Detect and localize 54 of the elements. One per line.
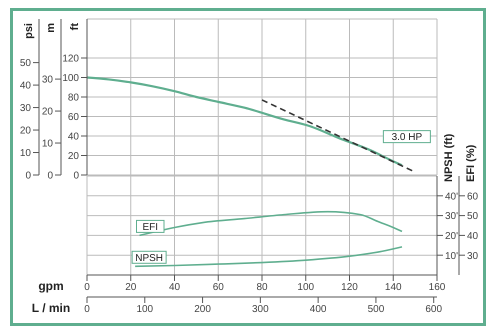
- x-tick-label: 60: [212, 282, 224, 294]
- y-tick-label: 120: [62, 54, 80, 65]
- y2-tick-label: 40: [467, 230, 479, 242]
- x2-tick-label: 400: [310, 304, 327, 316]
- y2-tick-label: 50: [467, 211, 479, 222]
- y2-tick-label: 60: [467, 191, 479, 202]
- y-tick-label: 20: [68, 151, 80, 162]
- x-tick-label: 100: [297, 282, 315, 294]
- y-tick-label: 40': [445, 191, 458, 202]
- y3-tick-label: 0: [25, 170, 32, 182]
- y3-axis-title: psi: [23, 23, 35, 39]
- x2-tick-label: 100: [136, 304, 154, 316]
- x2-tick-label: 300: [252, 304, 270, 316]
- x-axis-title: gpm: [38, 279, 64, 293]
- line-series: [87, 76, 404, 166]
- y3-tick-label: 30: [20, 103, 32, 114]
- y3-tick-label: 40: [20, 80, 32, 92]
- y3-tick-label: 10: [20, 148, 32, 160]
- y-tick-label: 20': [445, 230, 458, 242]
- y-tick-label: 30': [445, 211, 458, 222]
- line-series: [138, 210, 403, 236]
- y3-tick-label: 20: [20, 126, 32, 137]
- y2-axis-title: m: [45, 22, 57, 33]
- y2-axis-title: EFI (%): [465, 144, 477, 182]
- series-label: NPSH: [135, 252, 164, 264]
- y-tick-label: 80: [68, 92, 80, 104]
- y-axis-title: NPSH (ft): [443, 133, 455, 182]
- x-tick-label: 140: [384, 282, 402, 294]
- x2-tick-label: 600: [425, 304, 442, 316]
- y2-tick-label: 20: [42, 106, 54, 118]
- x-tick-label: 20: [125, 282, 137, 294]
- y-tick-label: 10': [445, 250, 458, 262]
- y-tick-label: 40: [68, 132, 80, 143]
- y2-tick-label: 10: [42, 138, 54, 150]
- x2-tick-label: 500: [368, 304, 385, 316]
- x2-axis-title: L / min: [32, 301, 70, 315]
- y-tick-label: 60: [68, 112, 80, 124]
- x-tick-label: 160: [428, 282, 446, 294]
- line-series: [134, 246, 403, 268]
- series-label: 3.0 HP: [392, 132, 422, 144]
- y-tick-label: 100: [62, 73, 80, 84]
- y2-tick-label: 0: [47, 170, 54, 182]
- series-label: EFI: [142, 222, 158, 233]
- x-tick-label: 40: [168, 282, 180, 294]
- y2-tick-label: 30: [467, 250, 479, 262]
- x-tick-label: 80: [256, 282, 268, 294]
- x2-tick-label: 0: [84, 304, 90, 316]
- x-tick-label: 0: [84, 282, 90, 294]
- y3-tick-label: 50: [20, 58, 32, 70]
- y-tick-label: 0: [73, 170, 80, 182]
- x-tick-label: 120: [341, 282, 358, 294]
- y2-tick-label: 30: [42, 74, 54, 86]
- x2-tick-label: 200: [194, 304, 212, 316]
- y-axis-title: ft: [69, 22, 81, 30]
